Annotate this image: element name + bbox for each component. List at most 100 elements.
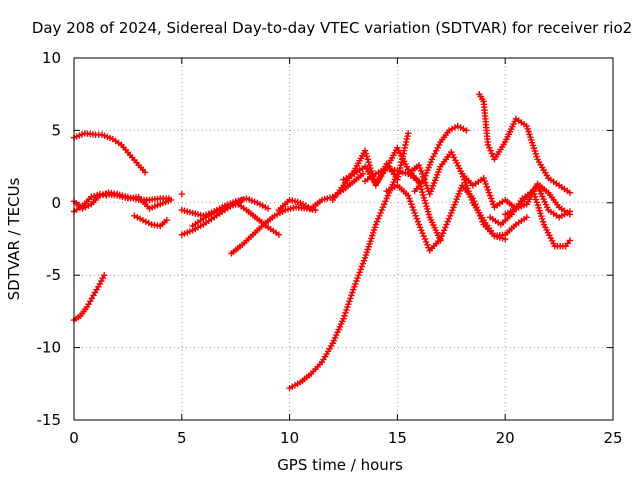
data-point: [418, 170, 426, 178]
data-point: [461, 176, 468, 183]
data-point: [486, 192, 494, 199]
data-point: [408, 201, 415, 208]
data-point: [347, 295, 354, 302]
data-point: [238, 196, 246, 204]
data-point: [341, 312, 348, 319]
data-point: [373, 218, 381, 225]
data-point: [489, 198, 496, 205]
data-point: [379, 203, 387, 211]
data-point: [415, 161, 423, 169]
data-point: [487, 195, 495, 202]
data-point: [364, 156, 371, 163]
data-point: [446, 212, 454, 220]
series-arc-o: [361, 164, 444, 244]
x-tick-labels: 0 5 10 15 20 25: [69, 429, 622, 447]
data-point: [443, 221, 450, 228]
x-tick-label: 15: [388, 429, 407, 447]
data-point: [356, 269, 363, 276]
data-point: [350, 286, 357, 293]
data-point: [342, 309, 349, 317]
data-point: [423, 182, 430, 189]
y-tick-labels: -15 -10 -5 0 5 10: [37, 49, 62, 429]
series-arc-l: [286, 170, 401, 392]
data-point: [484, 186, 492, 193]
series-arc-s: [476, 91, 574, 196]
data-point: [412, 212, 419, 220]
data-point: [466, 190, 473, 198]
data-point: [406, 195, 413, 202]
data-point: [349, 289, 356, 296]
data-point: [458, 170, 466, 178]
data-point: [264, 205, 272, 212]
data-point: [340, 315, 347, 322]
data-point: [141, 169, 149, 176]
series-arc-a: [70, 130, 149, 176]
data-point: [438, 232, 445, 240]
y-tick-label: 10: [42, 49, 61, 67]
series-arc-m: [329, 130, 412, 204]
data-point: [416, 164, 424, 172]
data-point: [481, 177, 488, 185]
axis-ticks: [73, 57, 614, 421]
series-arc-v: [458, 170, 509, 243]
x-tick-label: 25: [603, 429, 622, 447]
data-point: [418, 227, 425, 234]
data-point: [353, 277, 360, 285]
data-point: [376, 212, 383, 220]
data-point: [421, 235, 429, 243]
series-line: [277, 172, 364, 212]
data-point: [381, 201, 388, 208]
x-tick-label: 20: [496, 429, 515, 447]
x-tick-label: 0: [69, 429, 79, 447]
data-point: [96, 192, 104, 199]
data-point: [90, 192, 98, 200]
series-arc-h: [178, 195, 272, 220]
data-point: [375, 215, 382, 222]
data-point: [416, 224, 424, 231]
data-point: [420, 232, 427, 240]
series-arc-r: [411, 122, 470, 195]
x-tick-label: 5: [177, 429, 187, 447]
data-point: [465, 188, 472, 195]
data-point: [363, 153, 371, 160]
chart-title: Day 208 of 2024, Sidereal Day-to-day VTE…: [32, 19, 632, 37]
data-point: [415, 221, 423, 228]
data-point: [439, 230, 447, 237]
data-point: [367, 164, 374, 172]
series-arc-d: [103, 190, 175, 212]
data-point: [566, 189, 574, 196]
data-point: [404, 130, 412, 137]
data-point: [468, 196, 475, 204]
data-point: [355, 272, 362, 279]
data-point: [351, 283, 358, 290]
data-point: [440, 227, 448, 234]
data-point: [462, 179, 469, 186]
data-point: [424, 241, 431, 248]
data-point: [483, 183, 491, 191]
data-point: [354, 274, 361, 282]
data-point: [482, 180, 489, 188]
data-point: [459, 173, 467, 180]
y-tick-label: 5: [51, 121, 61, 139]
data-point: [382, 198, 389, 205]
data-point: [178, 190, 185, 198]
series-arc-u: [502, 182, 574, 221]
data-point: [410, 206, 417, 214]
data-point: [485, 189, 493, 196]
data-point: [488, 150, 496, 157]
data-point: [411, 209, 418, 217]
series-arc-f: [70, 272, 108, 324]
series-arc-j: [228, 203, 319, 257]
y-tick-label: -5: [46, 266, 61, 284]
data-point: [357, 266, 364, 273]
x-axis-label: GPS time / hours: [277, 456, 403, 474]
y-axis-label: SDTVAR / TECUs: [5, 177, 23, 300]
data-point: [362, 150, 370, 157]
data-point: [372, 221, 380, 228]
grid: [74, 58, 613, 420]
data-point: [464, 185, 471, 192]
data-point: [484, 141, 492, 149]
data-point: [352, 280, 359, 288]
y-tick-label: -15: [37, 411, 62, 429]
